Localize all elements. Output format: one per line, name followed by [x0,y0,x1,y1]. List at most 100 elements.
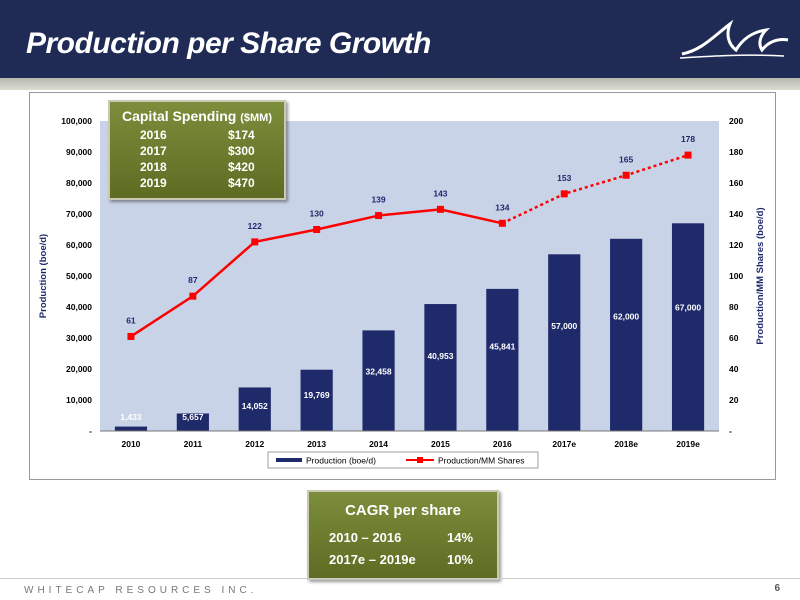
bar-data-label: 67,000 [675,302,701,312]
line-marker [498,219,506,227]
header-bar: Production per Share Growth [0,0,800,78]
legend-bar-swatch [276,458,302,462]
capital-row: 2019 $470 [140,176,260,194]
line-data-label: 178 [681,134,695,144]
y-tick-label: 80,000 [66,178,92,188]
y2-tick-label: 40 [729,364,739,374]
line-marker [127,332,135,340]
bar [114,426,148,431]
x-tick-label: 2017e [552,439,576,449]
bar [424,304,457,431]
capital-year: 2019 [140,176,167,190]
bar-data-label: 32,458 [366,367,392,377]
line-data-label: 139 [371,195,385,205]
y-axis-title: Production (boe/d) [38,234,49,318]
y2-tick-label: 160 [729,178,743,188]
bar [176,413,209,431]
capital-year: 2018 [140,160,167,174]
bar [548,254,581,431]
line-data-label: 130 [310,209,324,219]
cagr-period: 2010 – 2016 [329,530,402,545]
page-title: Production per Share Growth [26,27,431,60]
capital-spending-title: Capital Spending ($MM) [110,108,284,124]
capital-amount: $174 [228,128,255,142]
bar [362,330,395,431]
cagr-value: 10% [447,552,474,567]
x-tick-label: 2010 [121,439,140,449]
bar [486,288,519,431]
bar-data-label: 5,657 [182,412,204,422]
capital-year: 2017 [140,144,167,158]
footer-divider [0,578,800,579]
capital-row: 2018 $420 [140,160,260,178]
line-marker [684,151,692,159]
x-tick-label: 2018e [614,439,638,449]
bar-data-label: 1,433 [120,412,142,422]
y-tick-label: 90,000 [66,147,92,157]
line-marker [313,226,321,233]
capital-year: 2016 [140,128,167,142]
company-name: WHITECAP RESOURCES INC. [24,585,258,596]
line-data-label: 134 [495,202,509,212]
x-tick-label: 2011 [184,439,203,449]
y-tick-label: - [89,426,92,436]
bar-data-label: 19,769 [304,390,330,400]
y2-tick-label: 100 [729,271,743,281]
y-tick-label: 50,000 [66,271,92,281]
line-data-label: 61 [126,315,136,325]
whitecap-logo-icon [679,19,789,59]
legend-bar-label: Production (boe/d) [306,456,376,466]
bar [671,223,705,431]
line-marker [251,238,259,246]
y2-tick-label: 140 [729,209,743,219]
y-tick-label: 40,000 [66,302,92,312]
x-tick-label: 2019e [676,439,700,449]
line-data-label: 87 [188,275,198,285]
cagr-box: CAGR per share 2010 – 2016 14% 2017e – 2… [307,490,499,580]
capital-spending-heading: Capital Spending [121,108,237,124]
cagr-period: 2017e – 2019e [329,552,416,567]
y2-axis-title: Production/MM Shares (boe/d) [755,207,766,344]
line-data-label: 165 [619,154,633,164]
y2-tick-label: 200 [729,116,743,126]
legend-line-marker [417,457,423,463]
bar-data-label: 45,841 [489,342,515,352]
y2-tick-label: 120 [729,240,743,250]
cagr-title: CAGR per share [345,502,461,519]
line-data-label: 143 [433,188,447,198]
capital-row: 2017 $300 [140,144,260,162]
capital-row: 2016 $174 [140,128,260,146]
y-tick-label: 30,000 [66,333,92,343]
y2-tick-label: 60 [729,333,739,343]
x-tick-label: 2012 [245,439,264,449]
y-tick-label: 70,000 [66,209,92,219]
y-tick-label: 20,000 [66,364,92,374]
line-marker [375,212,383,220]
line-marker [560,190,568,198]
bar-data-label: 57,000 [551,321,577,331]
capital-amount: $470 [228,176,255,190]
x-tick-label: 2013 [307,439,326,449]
bar [238,387,271,431]
line-marker [436,205,444,213]
y-tick-label: 60,000 [66,240,92,250]
legend-line-label: Production/MM Shares [438,456,524,466]
capital-spending-unit: ($MM) [240,112,272,124]
capital-amount: $300 [228,144,255,158]
y2-tick-label: 80 [729,302,739,312]
line-data-label: 122 [248,221,262,231]
y-tick-label: 10,000 [66,395,92,405]
x-tick-label: 2016 [493,439,512,449]
capital-amount: $420 [228,160,255,174]
x-tick-label: 2014 [369,439,388,449]
page-number: 6 [774,583,780,594]
legend-box [267,451,539,469]
y2-tick-label: - [729,426,732,436]
line-marker [622,171,630,179]
bar [300,369,333,431]
cagr-value: 14% [447,530,474,545]
y2-tick-label: 20 [729,395,739,405]
x-tick-label: 2015 [431,439,450,449]
line-marker [189,292,197,300]
y-tick-label: 100,000 [61,116,92,126]
